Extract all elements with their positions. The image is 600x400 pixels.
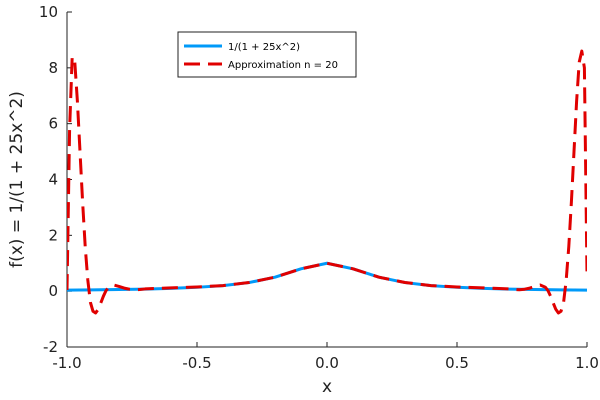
y-tick-label: 6 xyxy=(48,115,58,133)
x-tick-label: 1.0 xyxy=(575,354,599,372)
y-tick-label: 2 xyxy=(48,226,58,244)
x-tick-label: -0.5 xyxy=(182,354,211,372)
legend-label-exact: 1/(1 + 25x^2) xyxy=(228,42,300,53)
y-axis-label: f(x) = 1/(1 + 25x^2) xyxy=(7,91,27,268)
series-line-approximation xyxy=(67,49,587,315)
x-tick-label: -1.0 xyxy=(52,354,81,372)
y-tick-label: 4 xyxy=(48,171,58,189)
x-tick-label: 0.0 xyxy=(315,354,339,372)
legend-box xyxy=(177,31,357,78)
y-tick-label: 10 xyxy=(39,3,58,21)
legend: 1/(1 + 25x^2) Approximation n = 20 xyxy=(177,31,357,78)
series-line-exact xyxy=(67,261,587,292)
y-tick-label: 8 xyxy=(48,59,58,77)
x-tick-label: 0.5 xyxy=(445,354,469,372)
series-layer xyxy=(67,49,587,315)
y-tick-label: -2 xyxy=(43,338,58,356)
y-tick-label: 0 xyxy=(48,282,58,300)
tick-labels: -1.0 -0.5 0.0 0.5 1.0 -2 0 2 4 6 8 10 xyxy=(39,3,599,372)
legend-label-approximation: Approximation n = 20 xyxy=(228,60,338,71)
x-axis-label: x xyxy=(322,377,332,397)
